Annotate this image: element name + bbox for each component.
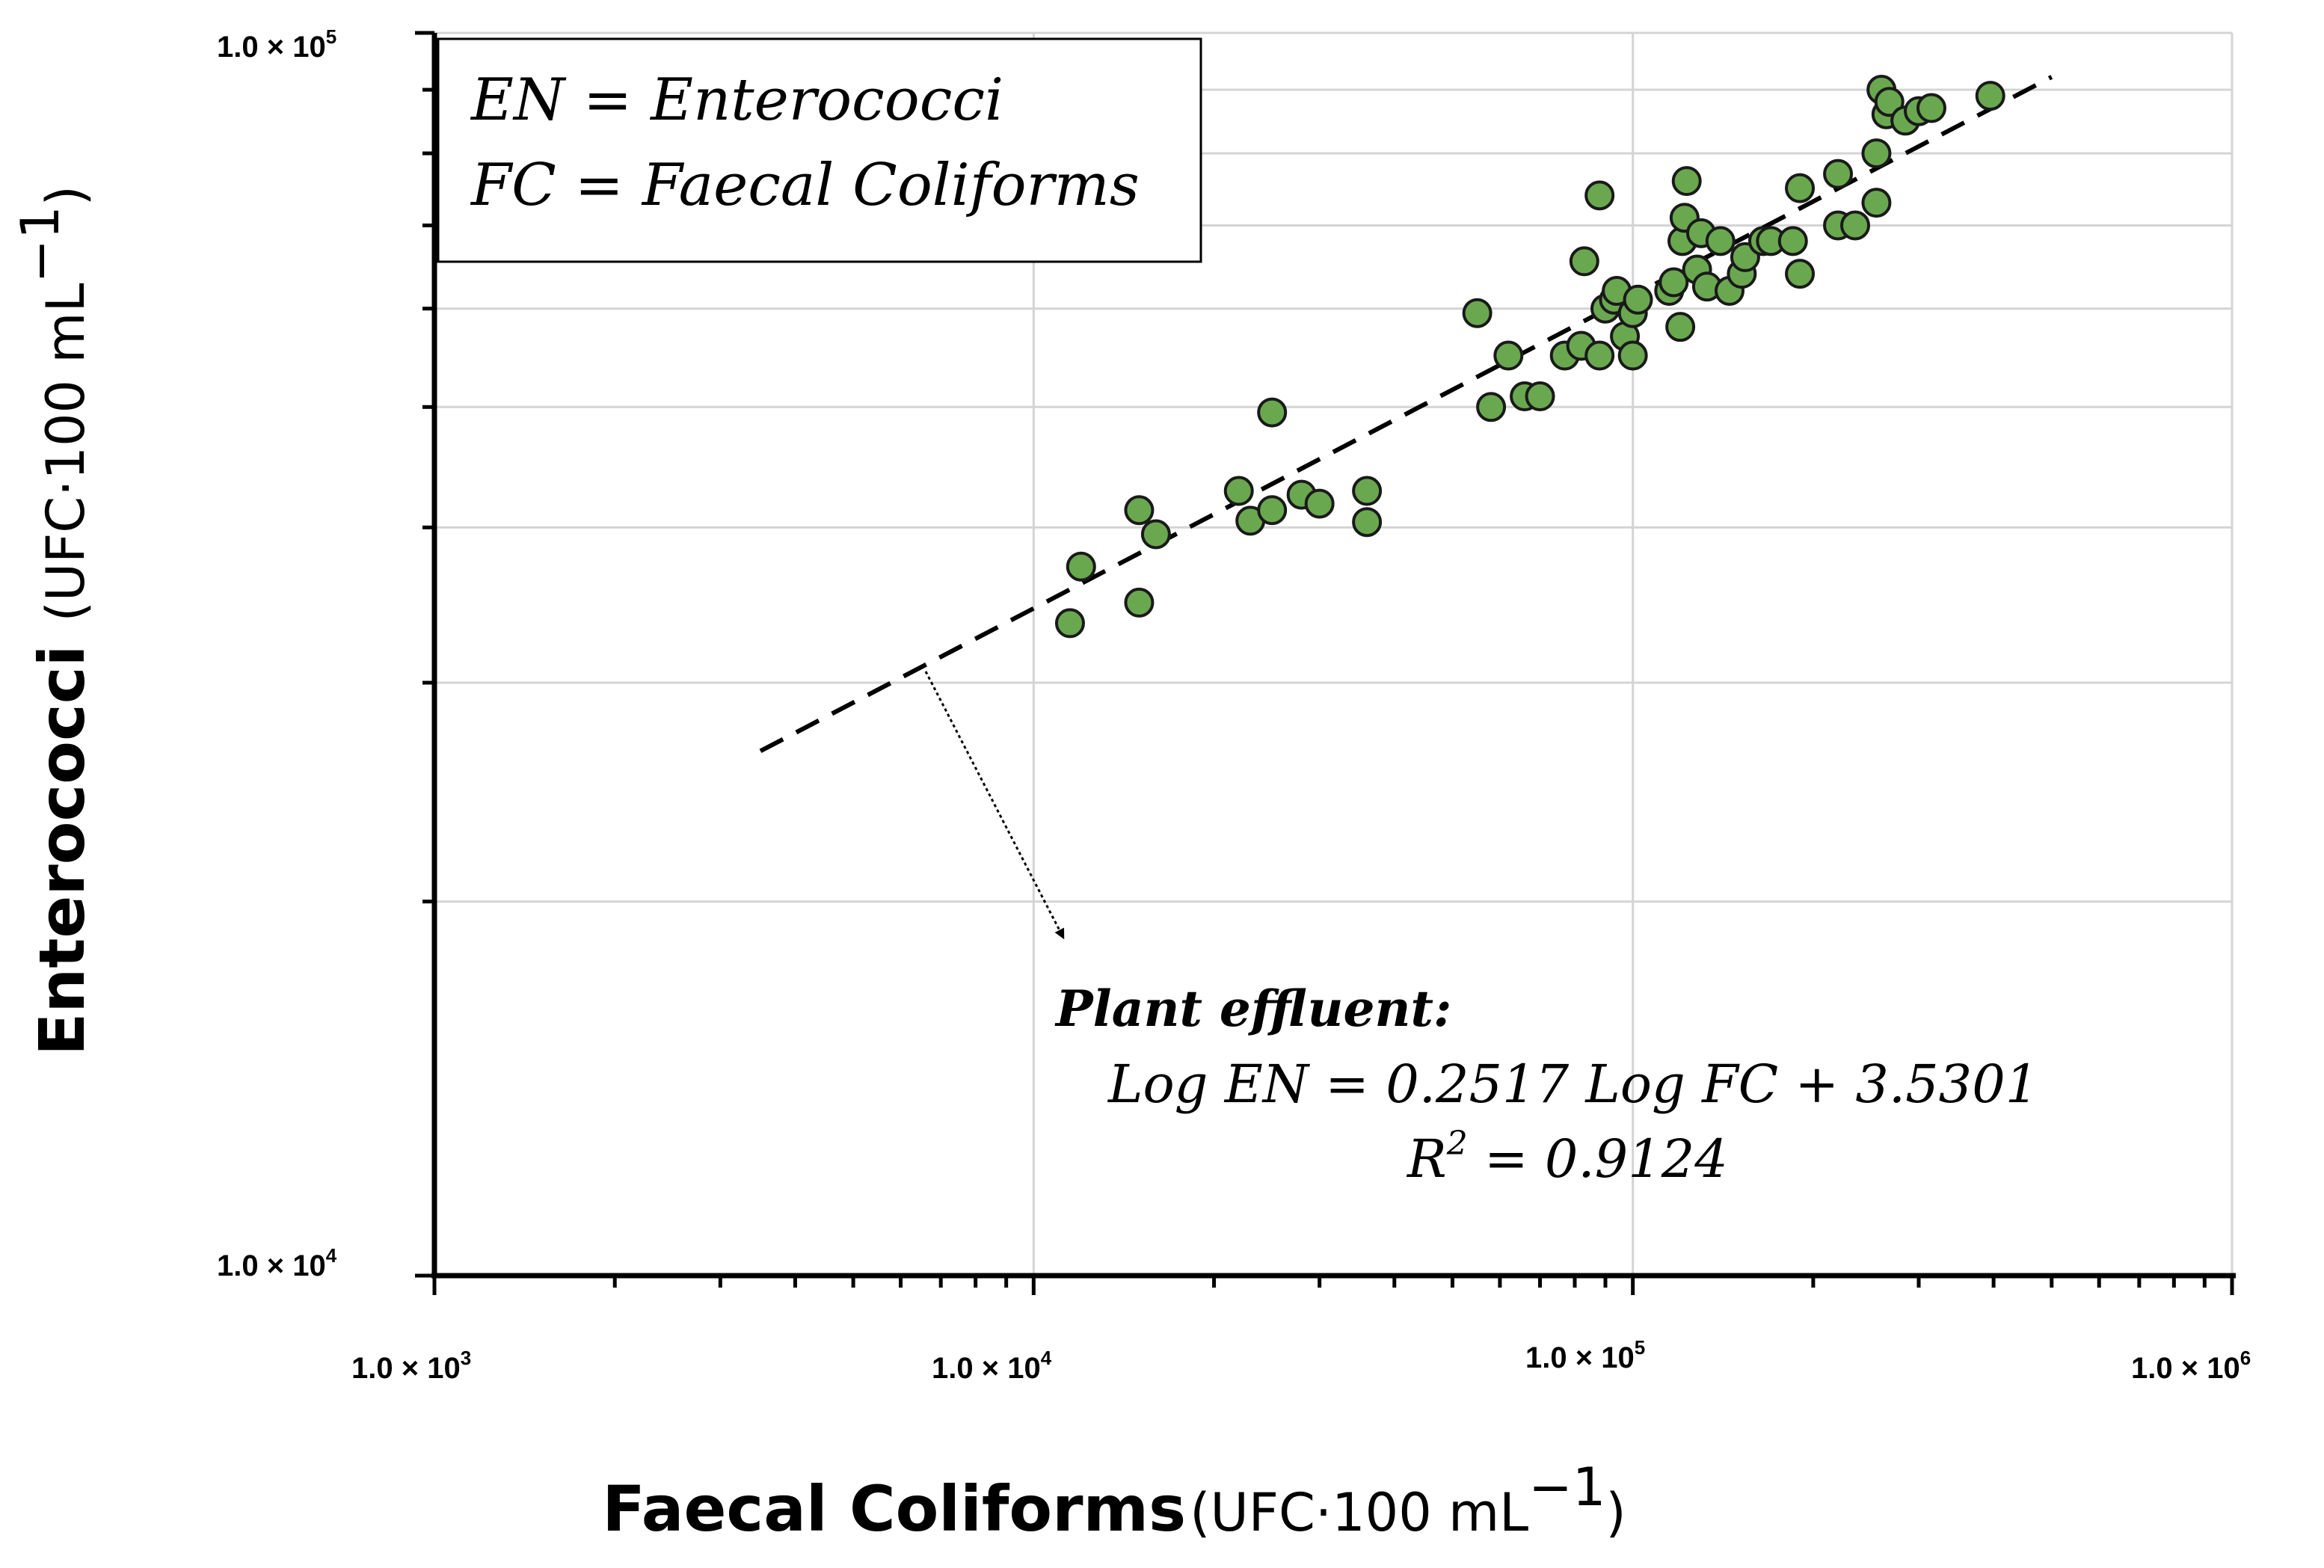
data-point (1493, 340, 1524, 371)
data-point (1623, 284, 1653, 315)
data-point (1665, 312, 1696, 342)
data-point (1462, 298, 1493, 328)
data-point (1054, 608, 1085, 639)
data-point (1874, 87, 1905, 117)
data-point (1975, 81, 2005, 111)
legend: EN = Enterococci FC = Faecal Coliforms (437, 37, 1202, 263)
data-point (1257, 397, 1288, 428)
data-point (1352, 507, 1383, 538)
data-point (1569, 246, 1599, 277)
r-squared: R2 = 0.9124 (1406, 1125, 1728, 1190)
data-point (1124, 587, 1155, 618)
x-tick-label: 1.0 × 104 (932, 1347, 1052, 1385)
data-point (1584, 180, 1615, 211)
data-points (1054, 75, 2005, 639)
x-tick-label: 1.0 × 103 (351, 1347, 471, 1385)
data-point (1861, 188, 1892, 218)
data-point (1659, 267, 1689, 298)
y-tick-label: 1.0 × 105 (217, 25, 336, 64)
legend-line-en: EN = Enterococci (470, 67, 1003, 134)
regression-line (759, 75, 2053, 754)
data-point (1823, 159, 1854, 189)
legend-line-fc: FC = Faecal Coliforms (470, 152, 1140, 219)
y-axis-title: Enterococci (UFC·100 mL−1) (10, 185, 99, 1056)
legend-box (437, 37, 1202, 263)
data-point (1617, 340, 1648, 371)
axis-ticks (415, 31, 2234, 1295)
data-point (1705, 226, 1736, 256)
data-point (1124, 495, 1155, 526)
y-tick-labels: 1.0 × 105 1.0 × 104 (217, 25, 337, 1282)
data-point (1916, 93, 1946, 123)
x-tick-label: 1.0 × 106 (2131, 1347, 2251, 1385)
data-point (1671, 166, 1702, 197)
x-tick-labels: 1.0 × 103 1.0 × 104 1.0 × 105 1.0 × 106 (351, 1336, 2251, 1385)
data-point (1066, 551, 1096, 582)
data-point (1140, 519, 1171, 550)
x-tick-label: 1.0 × 105 (1525, 1336, 1645, 1374)
data-point (1584, 340, 1615, 371)
data-point (1777, 226, 1808, 256)
data-point (1304, 488, 1335, 519)
data-point (1257, 495, 1288, 526)
annotation-arrow (924, 671, 1065, 940)
regression-equation: Log EN = 0.2517 Log FC + 3.5301 (1107, 1054, 2038, 1115)
data-point (1352, 476, 1383, 506)
y-tick-label: 1.0 × 104 (217, 1244, 337, 1282)
equation-annotation: Plant effluent: Log EN = 0.2517 Log FC +… (1054, 980, 2038, 1190)
data-point (1785, 259, 1816, 289)
data-point (1861, 138, 1892, 169)
x-axis-title: Faecal Coliforms (UFC·100 mL−1) (602, 1457, 1626, 1546)
annotation-title: Plant effluent: (1054, 980, 1451, 1038)
data-point (1223, 476, 1254, 506)
data-point (1840, 210, 1871, 241)
data-point (1476, 392, 1507, 422)
data-point (1525, 381, 1555, 412)
data-point (1785, 173, 1816, 203)
